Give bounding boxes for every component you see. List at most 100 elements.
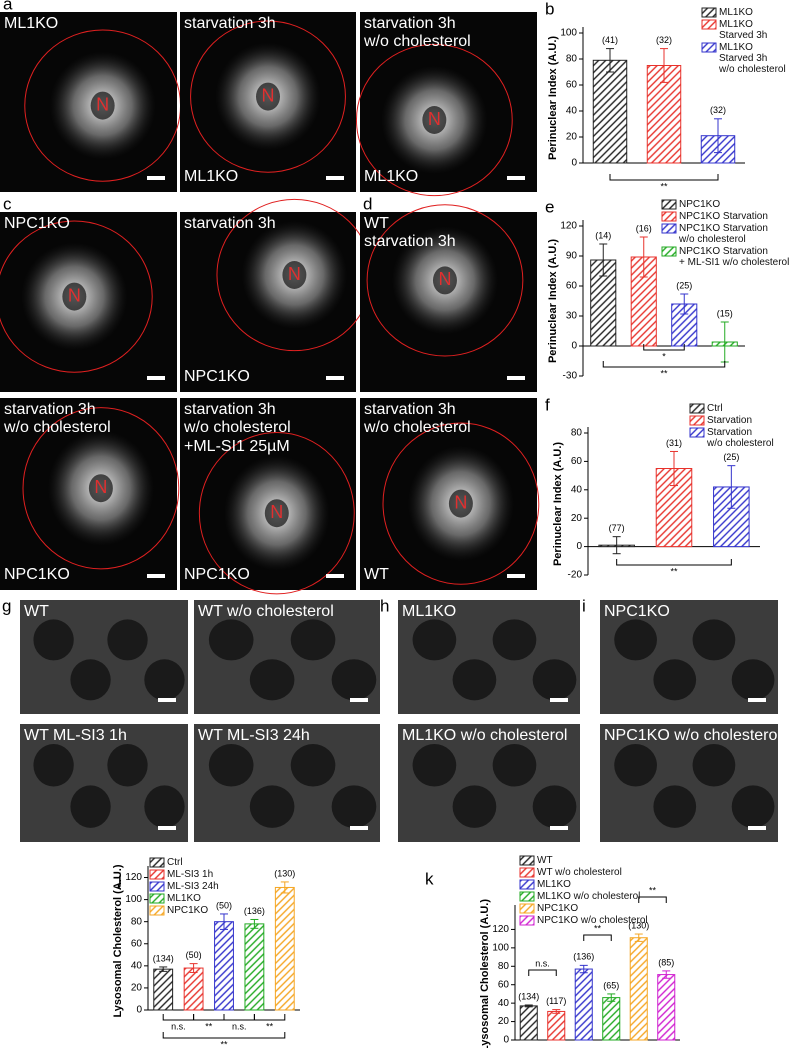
cell-outline [382,422,540,585]
scale-bar [748,698,766,702]
dark-region [532,659,577,701]
scale-bar [326,176,344,180]
panel-letter: h [380,596,389,615]
legend-swatch [661,246,677,257]
dark-region [290,619,336,661]
dark-region [331,785,377,828]
dark-region [144,785,185,828]
count-label: (65) [603,980,619,990]
y-tick-label: -20 [568,570,583,581]
panel-label: WT ML-SI3 1h [24,727,127,744]
legend-label: ML-SI3 1h [167,869,214,880]
significance-label: n.s. [171,1021,186,1031]
legend-label: NPC1KO Starvation + ML-SI1 w/o cholester… [679,246,790,268]
significance-bracket [643,344,685,351]
significance-bracket [253,1014,286,1021]
dark-region [249,659,295,701]
panel-label: starvation 3h w/o cholesterol [364,401,471,437]
cell-outline [190,20,346,173]
cell-outline [0,220,153,373]
bar [244,923,265,1011]
y-tick-label: 100 [492,942,509,953]
y-axis-label: Perinuclear Index (A.U.) [552,442,564,566]
legend-swatch [689,427,705,438]
count-label: (31) [666,438,682,448]
panel-label: WT [24,603,49,620]
legend-swatch [701,42,717,53]
y-tick-label: 30 [566,311,578,322]
significance-label: ** [205,1021,213,1031]
bar [629,937,648,1041]
y-tick-label: -30 [563,371,578,382]
legend-swatch [149,905,165,916]
significance-bracket [223,1014,255,1021]
significance-bracket [162,1032,286,1039]
dark-region [33,619,74,661]
bar [274,886,295,1011]
nucleus [264,499,289,528]
y-tick-label: 100 [560,28,577,39]
panel-label: ML1KO [402,603,457,620]
y-tick-label: 0 [576,541,582,552]
count-label: (15) [717,308,733,318]
y-tick-label: 20 [566,132,578,143]
count-label: (32) [710,105,726,115]
nucleus [448,489,473,518]
dark-region [107,619,148,661]
count-label: (136) [244,906,265,916]
y-tick-label: 60 [498,979,510,990]
y-axis-label: Perinuclear Index (A.U.) [547,36,559,160]
legend-swatch [149,893,165,904]
scale-bar [158,698,176,702]
y-tick-label: 60 [571,456,583,467]
panel-letter: i [582,596,586,615]
count-label: (130) [628,920,649,930]
dark-region [614,744,657,787]
dark-region [412,619,457,661]
panel-bottom-label: WT [364,566,389,583]
significance-label: ** [670,566,678,576]
nucleus [62,282,87,311]
panel-label: NPC1KO [604,603,670,620]
legend-swatch [701,19,717,30]
dark-region [492,744,537,787]
nucleus [432,266,457,295]
panel-label: starvation 3h [184,15,276,32]
nucleus [256,82,280,111]
legend-swatch [689,403,705,414]
significance-label: ** [660,181,668,191]
y-tick-label: 20 [498,1016,510,1027]
y-tick-label: 0 [571,341,577,352]
scale-bar [507,376,525,380]
y-tick-label: 120 [125,872,142,883]
count-label: (16) [636,223,652,233]
panel-label: starvation 3h w/o cholesterol [364,15,471,51]
panel-letter: e [545,197,554,216]
count-label: (134) [153,953,174,963]
y-tick-label: 0 [136,1005,142,1016]
count-label: (41) [602,35,618,45]
panel-letter: k [425,869,434,888]
cell-outline [198,432,355,595]
y-tick-label: 40 [131,960,143,971]
count-label: (14) [595,230,611,240]
scale-bar [158,826,176,830]
dark-region [107,744,148,787]
dark-region [208,744,254,787]
y-tick-label: 90 [566,251,578,262]
legend-swatch [661,211,677,222]
y-axis-label: Lysosomal Cholesterol (A.U.) [112,864,124,1017]
bar [183,967,204,1011]
panel-label: starvation 3h w/o cholesterol [4,401,111,437]
dark-region [692,744,736,787]
nucleus-label: N [288,264,301,284]
dark-region [70,785,111,828]
panel-bottom-label: ML1KO [184,168,239,185]
legend-swatch [519,903,535,914]
dark-region [692,619,736,661]
legend-swatch [519,855,535,866]
legend-swatch [519,879,535,890]
y-axis-label: Perinuclear Index (A.U.) [547,239,559,363]
count-label: (50) [186,950,202,960]
significance-bracket [162,1014,195,1021]
